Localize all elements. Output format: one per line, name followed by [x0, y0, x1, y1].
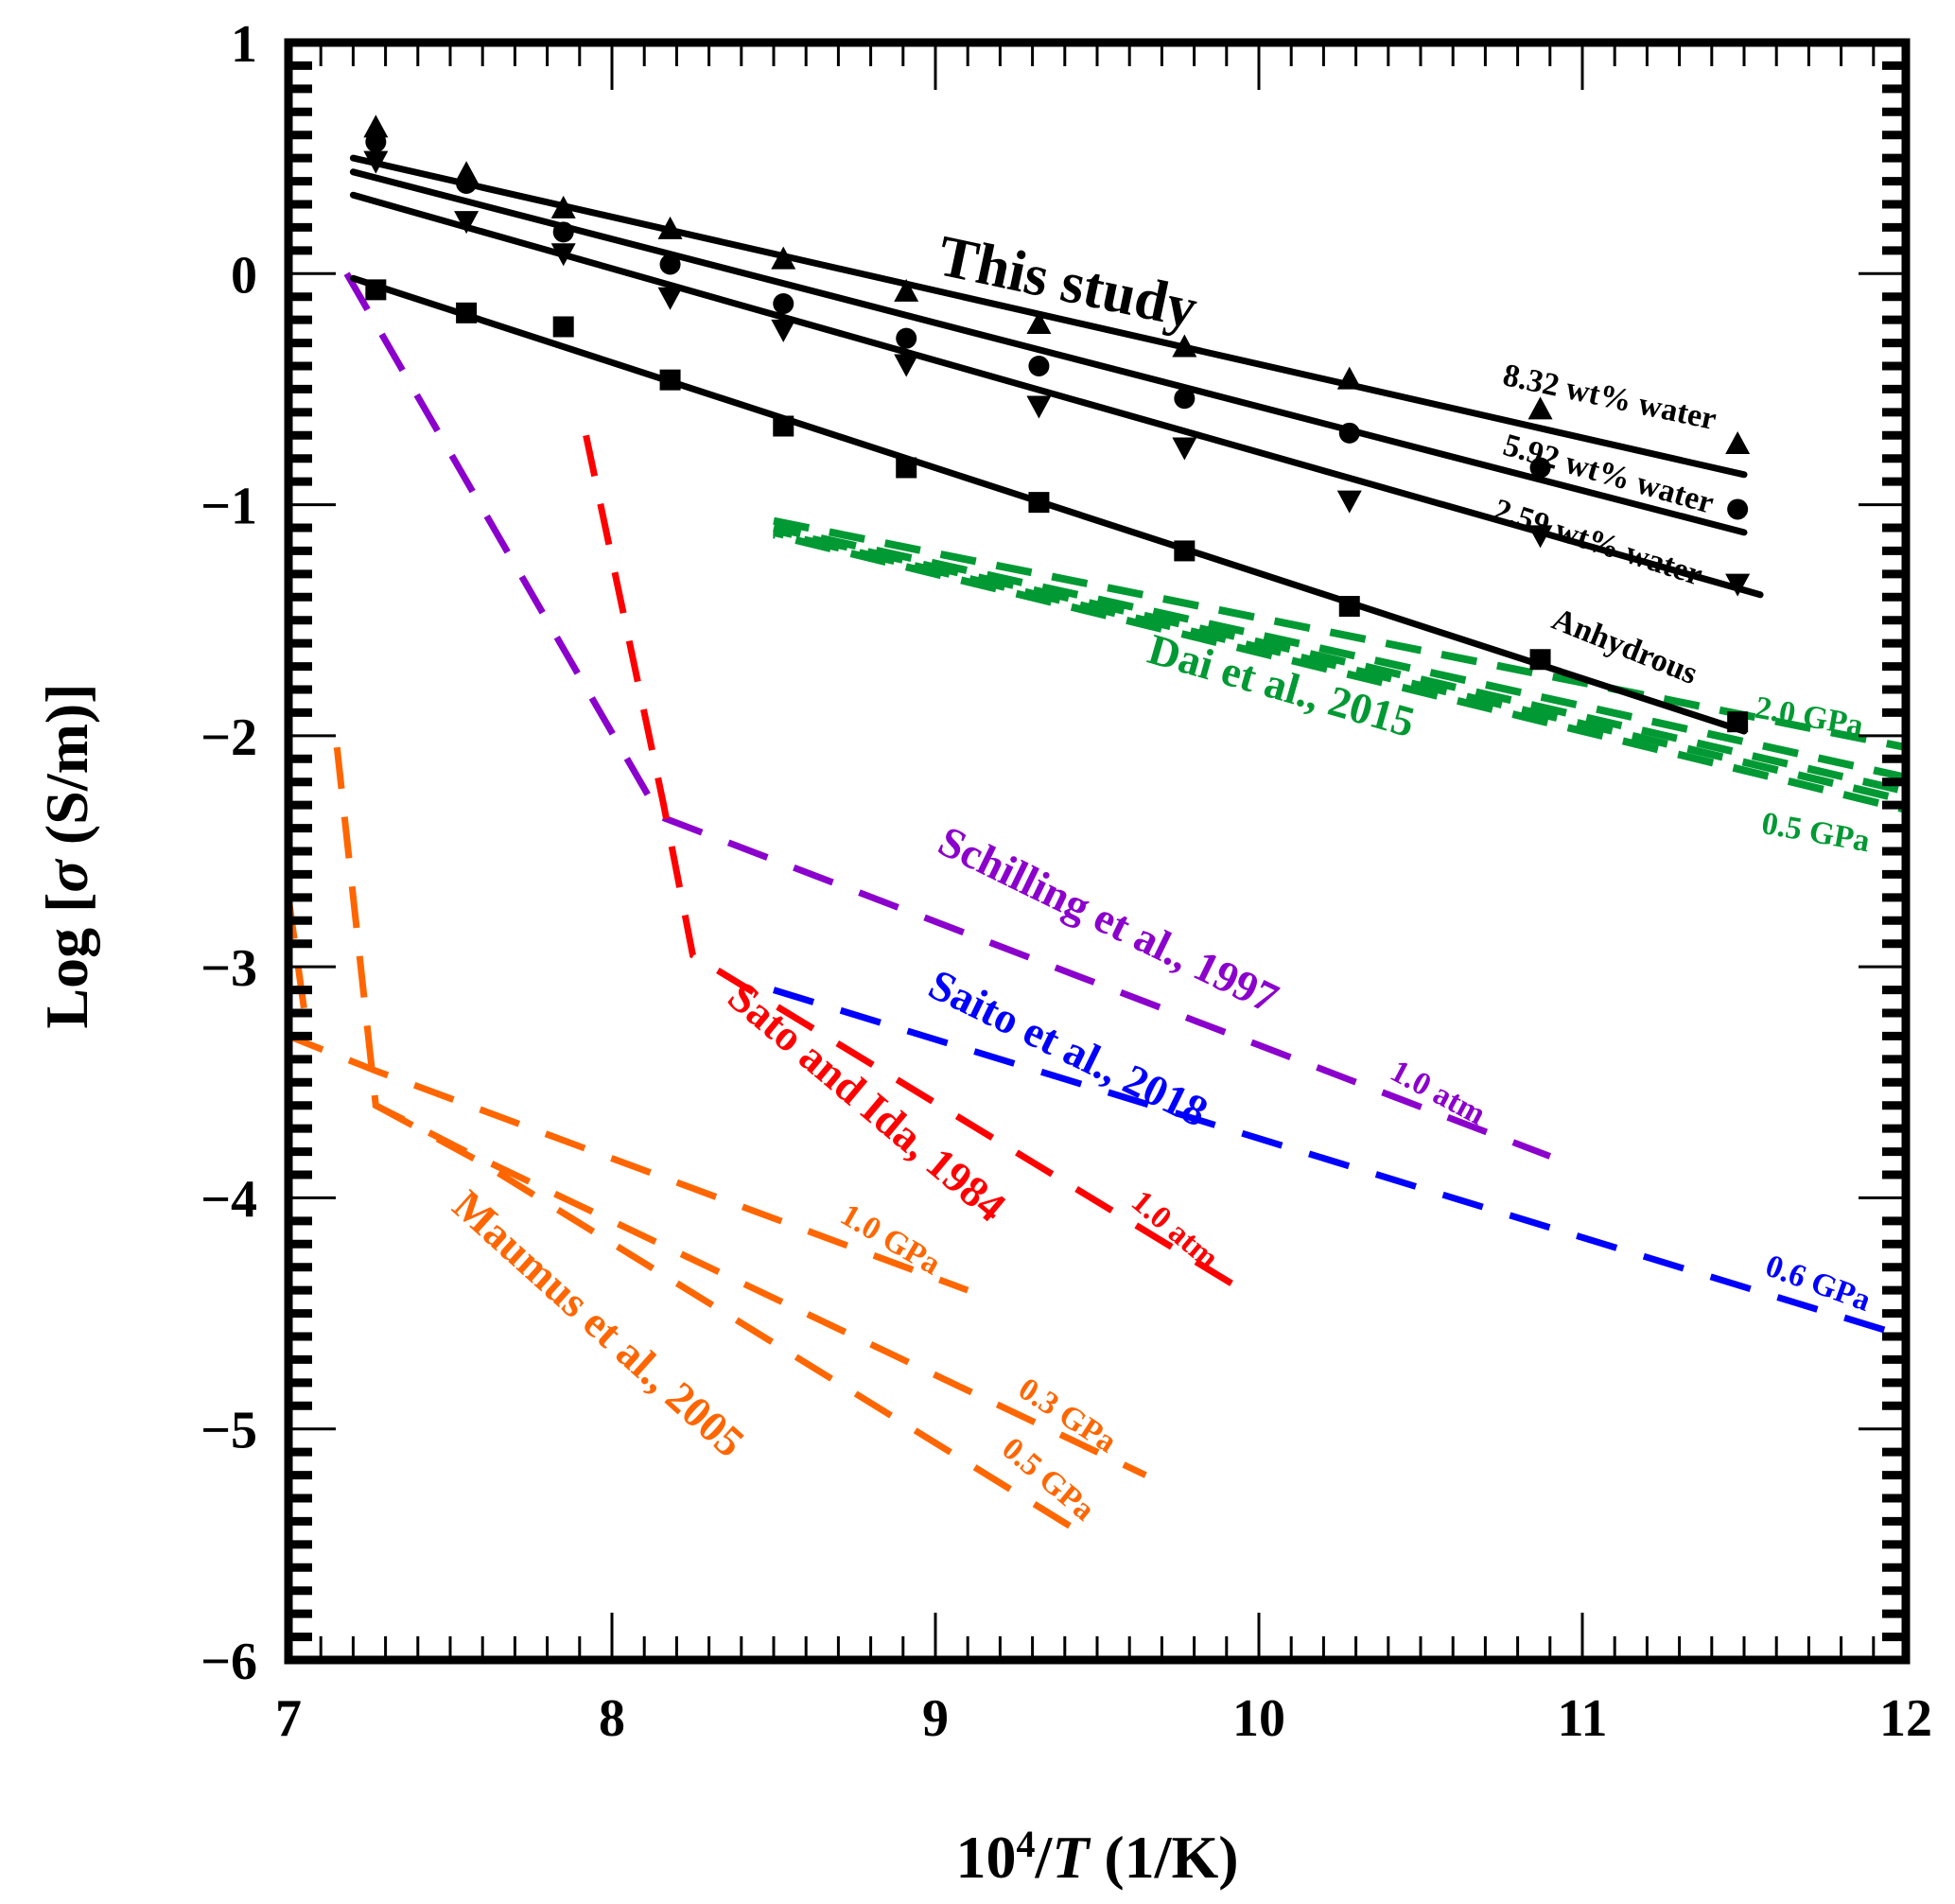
marker-triangle-down: [894, 354, 919, 377]
dashed-curve-maumus: [288, 897, 969, 1294]
marker-triangle-down: [1172, 437, 1197, 461]
marker-triangle-up: [363, 114, 389, 138]
x-tick-label: 12: [1879, 1689, 1932, 1748]
y-tick-label: −2: [201, 708, 257, 767]
y-axis-title: Log [σ (S/m)]: [33, 683, 100, 1028]
axis-ticks: [287, 41, 1908, 1662]
marker-square: [1174, 540, 1196, 562]
y-title-post: (S/m)]: [33, 683, 100, 860]
dashed-curve-schilling: [343, 271, 1552, 1160]
fit-line: [349, 168, 1748, 536]
annotation-label: Saito et al., 2018: [921, 960, 1215, 1136]
y-tick-label: −6: [201, 1633, 257, 1691]
x-title-base: 10: [955, 1824, 1016, 1891]
marker-circle: [1727, 498, 1749, 520]
dashed-curve-maumus: [374, 1102, 1083, 1536]
annotation-label: 0.6 GPa: [1761, 1249, 1876, 1319]
marker-triangle-down: [657, 287, 683, 310]
y-title-sigma: σ: [33, 859, 100, 893]
marker-triangle-down: [1725, 573, 1751, 597]
y-tick-label: −1: [201, 478, 257, 536]
annotation-label: 1.0 atm: [1385, 1054, 1491, 1132]
marker-square: [1529, 649, 1551, 671]
y-title-pre: Log [: [33, 893, 100, 1029]
marker-circle: [659, 253, 681, 275]
marker-triangle-up: [1026, 311, 1052, 335]
y-tick-label: −4: [201, 1170, 257, 1229]
fit-line: [349, 154, 1748, 479]
marker-triangle-down: [771, 319, 796, 342]
marker-circle: [896, 327, 917, 349]
fit-line: [349, 191, 1764, 599]
y-tick-label: 0: [231, 246, 257, 305]
x-title-slash: /: [1034, 1824, 1053, 1891]
marker-circle: [456, 173, 478, 195]
marker-square: [1028, 492, 1050, 514]
marker-triangle-up: [1725, 431, 1751, 455]
dashed-curve-dai: [773, 526, 1906, 795]
marker-triangle-up: [1172, 334, 1197, 358]
marker-square: [896, 457, 917, 479]
marker-circle: [773, 293, 794, 315]
marker-circle: [1174, 388, 1196, 410]
marker-triangle-up: [657, 216, 683, 239]
dashed-curve-maumus: [333, 746, 1147, 1478]
y-tick-labels: 1 0 −1 −2 −3 −4 −5 −6: [201, 15, 257, 1691]
annotation-label: 2.0 GPa: [1753, 690, 1866, 743]
marker-triangle-down: [363, 150, 389, 174]
marker-triangle-up: [771, 246, 796, 270]
marker-square: [456, 302, 478, 323]
marker-square: [365, 279, 387, 301]
marker-square: [552, 316, 574, 338]
marker-square: [773, 415, 794, 437]
marker-square: [659, 369, 681, 391]
x-title-sup: 4: [1016, 1823, 1035, 1865]
x-tick-label: 8: [599, 1689, 625, 1748]
dashed-curve-saito: [772, 987, 1906, 1340]
x-title-var: T: [1052, 1824, 1091, 1891]
dashed-curve-dai: [773, 529, 1906, 805]
y-tick-label: 1: [231, 15, 257, 74]
dashed-curve-dai: [773, 524, 1906, 781]
marker-circle: [365, 131, 387, 153]
annotation-label: 0.5 GPa: [1759, 806, 1873, 859]
marker-triangle-down: [1026, 395, 1052, 419]
marker-square: [1338, 596, 1360, 618]
marker-circle: [1338, 422, 1360, 444]
x-tick-labels: 7 8 9 10 11 12: [275, 1689, 1932, 1748]
x-axis-title: 104/T (1/K): [955, 1823, 1238, 1892]
annotation-label: Maumus et al., 2005: [444, 1180, 754, 1466]
axes-layer: 7 8 9 10 11 12 10−1−2−3−4−5−6: [201, 15, 1932, 1748]
marker-circle: [552, 221, 574, 243]
x-tick-label: 10: [1232, 1689, 1285, 1748]
annotation-label: 1.0 GPa: [834, 1197, 946, 1283]
marker-triangle-down: [550, 243, 576, 267]
y-tick-label: −3: [201, 939, 257, 998]
marker-square: [1727, 711, 1749, 733]
x-tick-label: 11: [1558, 1689, 1608, 1748]
x-tick-label: 7: [275, 1689, 302, 1748]
marker-triangle-down: [1527, 525, 1553, 549]
marker-triangle-up: [894, 278, 919, 302]
y-tick-label: −5: [201, 1402, 257, 1460]
marker-circle: [1028, 356, 1050, 376]
x-title-unit: (1/K): [1089, 1824, 1238, 1891]
marker-triangle-up: [1527, 396, 1553, 420]
dashed-curve-dai: [773, 516, 1906, 752]
marker-triangle-down: [454, 211, 480, 235]
dashed-curve-dai: [773, 531, 1906, 813]
x-tick-label: 9: [922, 1689, 949, 1748]
markers-layer: [363, 114, 1751, 733]
marker-circle: [1529, 457, 1551, 479]
dashed-curve-sato: [583, 434, 1245, 1294]
marker-triangle-up: [550, 195, 576, 218]
marker-triangle-down: [1336, 490, 1362, 514]
dashed-curves-layer: [288, 271, 1906, 1536]
marker-triangle-up: [1336, 366, 1362, 390]
